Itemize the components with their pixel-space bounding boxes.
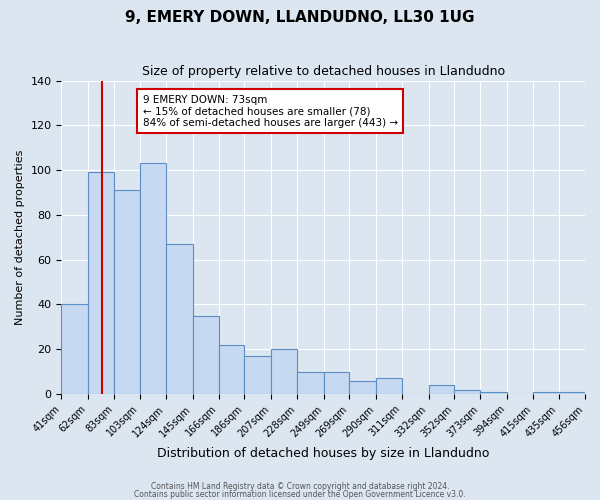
Y-axis label: Number of detached properties: Number of detached properties [15, 150, 25, 325]
Title: Size of property relative to detached houses in Llandudno: Size of property relative to detached ho… [142, 65, 505, 78]
Bar [324, 372, 349, 394]
Text: Contains public sector information licensed under the Open Government Licence v3: Contains public sector information licen… [134, 490, 466, 499]
Bar [166, 244, 193, 394]
Bar [376, 378, 402, 394]
Bar [454, 390, 480, 394]
Bar [88, 172, 115, 394]
Bar [349, 380, 376, 394]
Bar [298, 372, 324, 394]
Bar [219, 345, 244, 394]
Text: 9 EMERY DOWN: 73sqm
← 15% of detached houses are smaller (78)
84% of semi-detach: 9 EMERY DOWN: 73sqm ← 15% of detached ho… [143, 94, 398, 128]
Bar [61, 304, 88, 394]
Bar [480, 392, 507, 394]
Text: Contains HM Land Registry data © Crown copyright and database right 2024.: Contains HM Land Registry data © Crown c… [151, 482, 449, 491]
Text: 9, EMERY DOWN, LLANDUDNO, LL30 1UG: 9, EMERY DOWN, LLANDUDNO, LL30 1UG [125, 10, 475, 25]
Bar [271, 349, 298, 394]
Bar [193, 316, 219, 394]
X-axis label: Distribution of detached houses by size in Llandudno: Distribution of detached houses by size … [157, 447, 490, 460]
Bar [140, 164, 166, 394]
Bar [115, 190, 140, 394]
Bar [533, 392, 585, 394]
Bar [244, 356, 271, 394]
Bar [428, 385, 454, 394]
